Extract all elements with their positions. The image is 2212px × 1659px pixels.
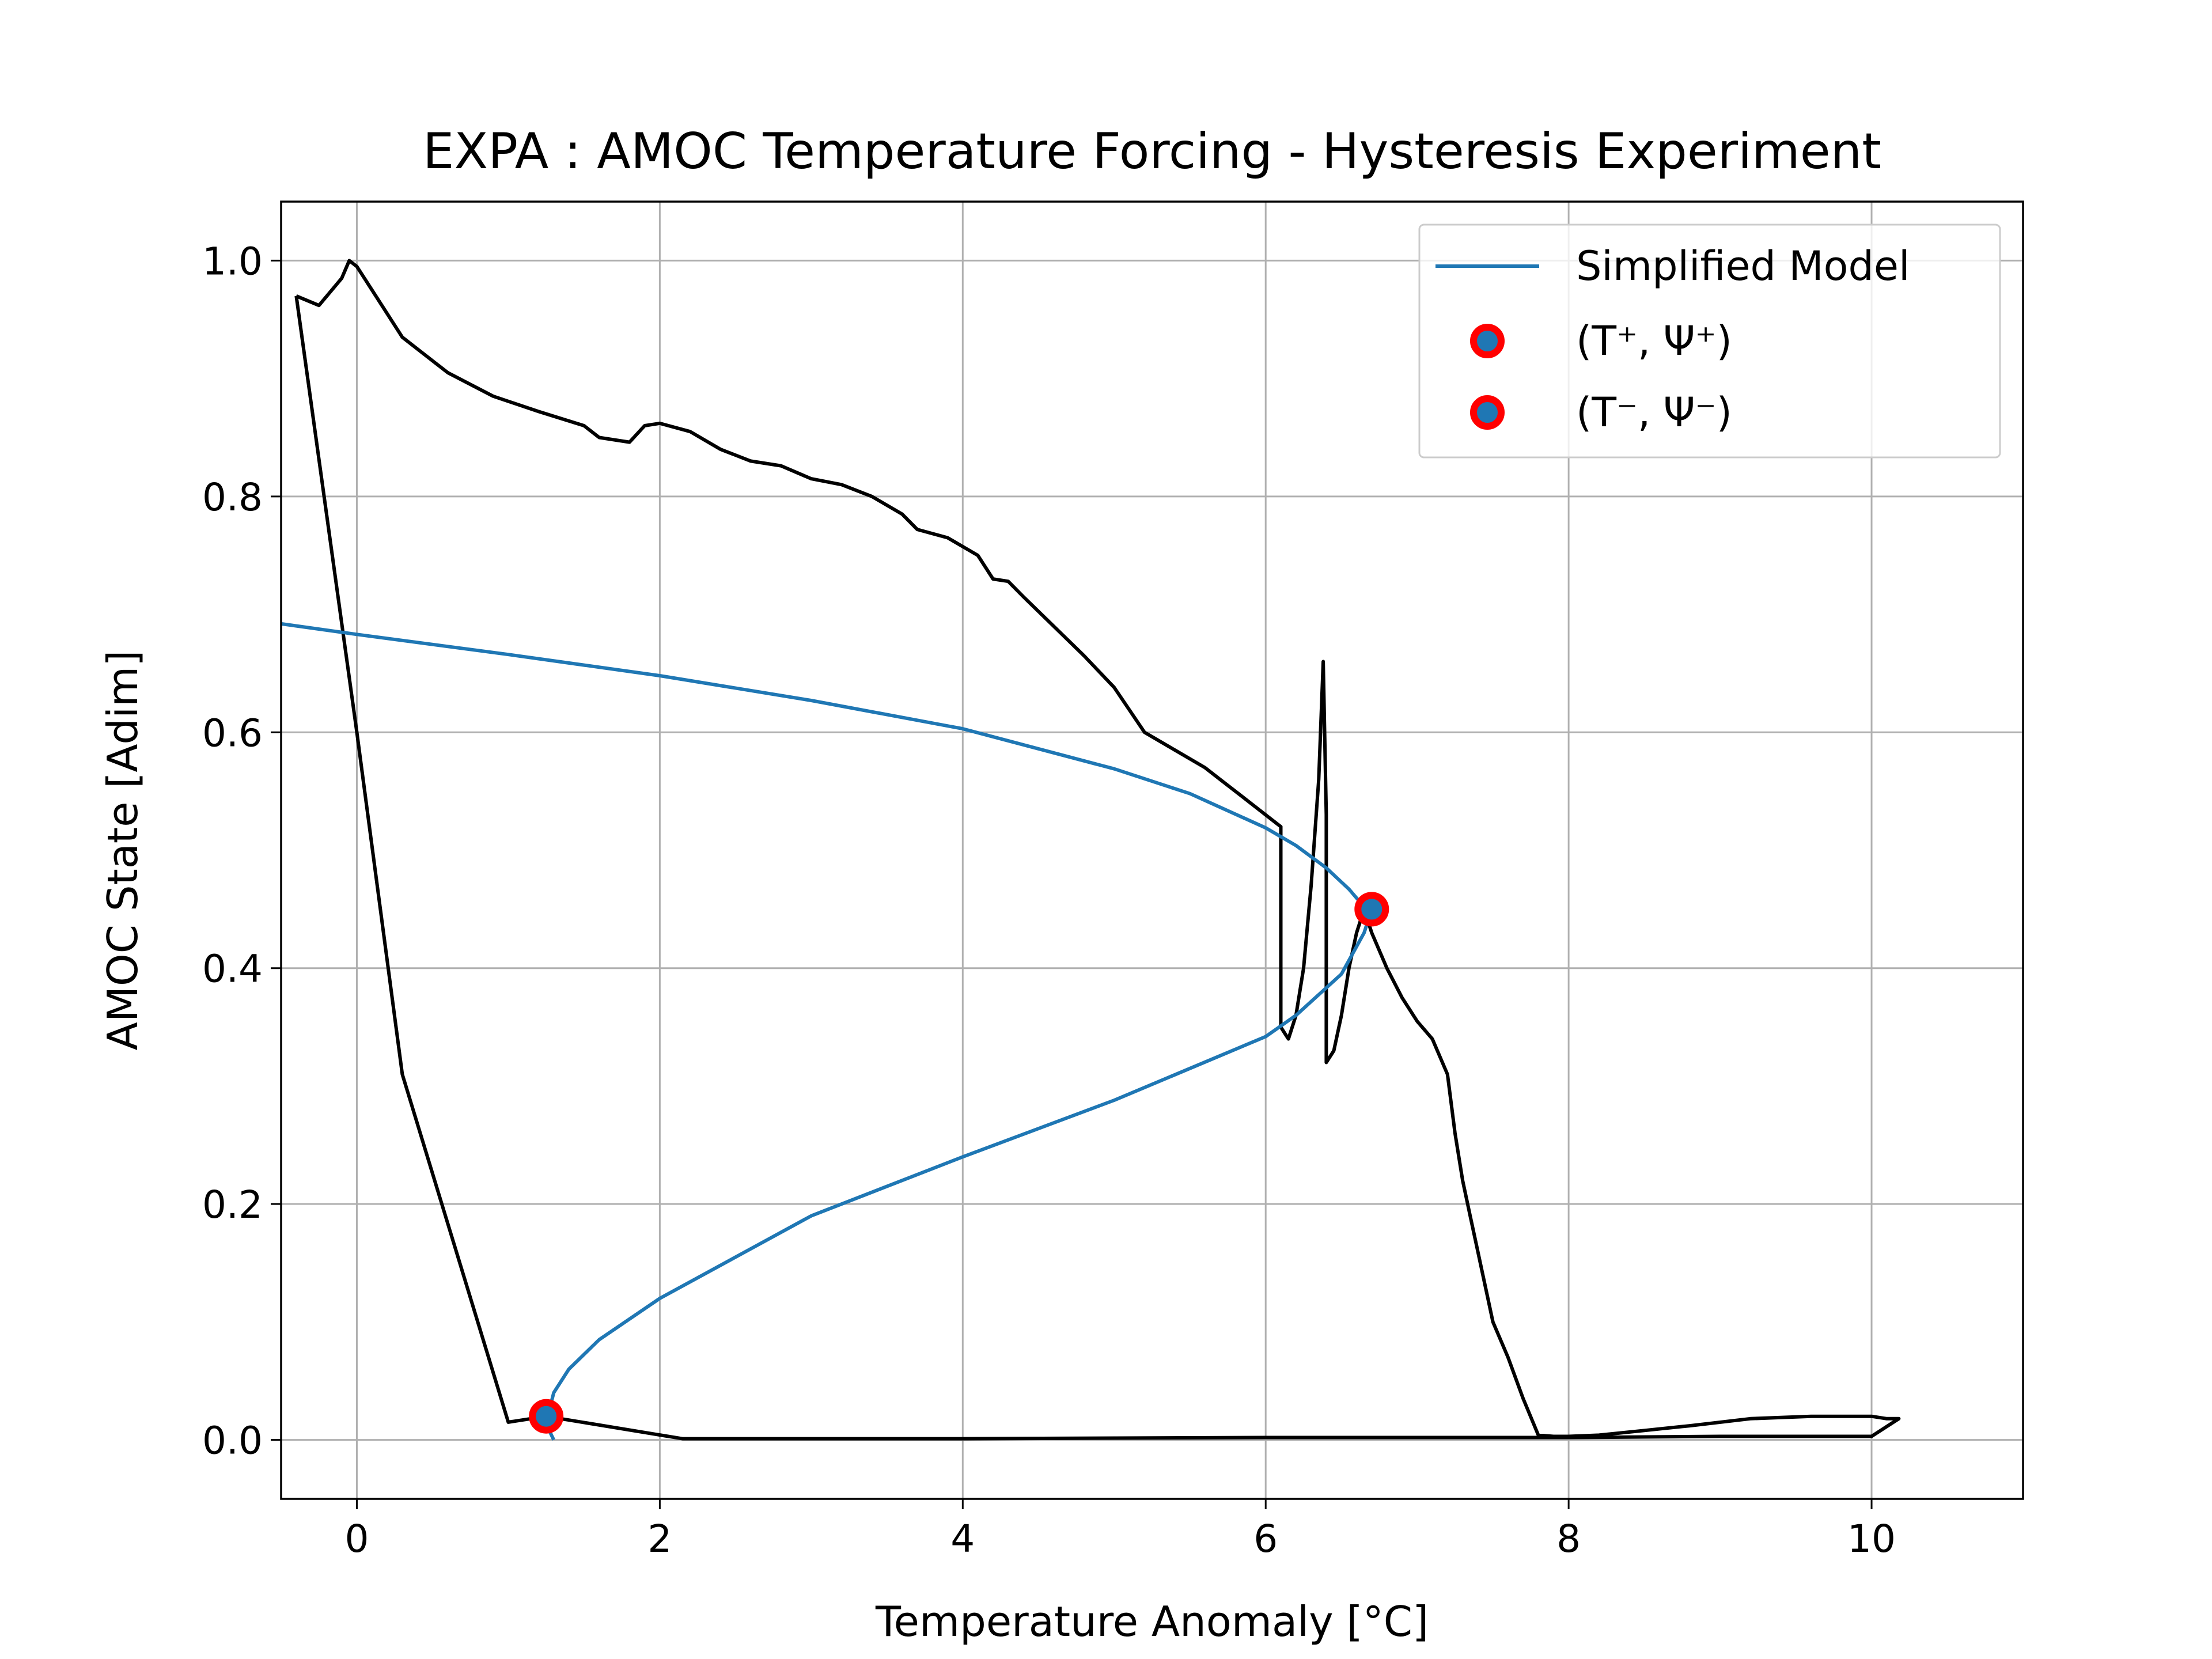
legend-marker-t-plus — [1470, 324, 1505, 358]
y-tick-label: 0.4 — [202, 947, 263, 991]
marker-t-plus-psi-plus — [1354, 892, 1389, 927]
y-tick-label: 1.0 — [202, 239, 263, 283]
x-tick-label: 6 — [1253, 1517, 1278, 1561]
y-tick-label: 0.8 — [202, 475, 263, 520]
legend-box — [1418, 224, 2001, 459]
axis-ticks: 0 2 4 6 8 10 0.0 0.2 0.4 0.6 0.8 1.0 — [202, 239, 1896, 1561]
x-tick-label: 10 — [1847, 1517, 1896, 1561]
chart-title: EXPA : AMOC Temperature Forcing - Hyster… — [423, 123, 1881, 180]
y-tick-label: 0.6 — [202, 711, 263, 755]
grid-lines — [281, 202, 2023, 1499]
x-tick-label: 4 — [950, 1517, 975, 1561]
legend-label-t-plus: (T⁺, Ψ⁺) — [1576, 317, 1732, 365]
model-upper-branch-line — [281, 622, 1373, 911]
legend-label-simplified-model: Simplified Model — [1576, 243, 1910, 290]
marker-t-minus-psi-minus — [529, 1399, 564, 1434]
x-tick-label: 2 — [647, 1517, 672, 1561]
x-tick-label: 0 — [344, 1517, 369, 1561]
plot-frame — [280, 200, 2024, 1500]
experiment-trajectory-line — [294, 259, 1901, 1441]
x-tick-label: 8 — [1556, 1517, 1581, 1561]
data-series — [281, 259, 1901, 1441]
y-axis-label: AMOC State [Adim] — [99, 650, 147, 1051]
x-axis-label: Temperature Anomaly [°C] — [875, 1597, 1429, 1646]
legend: Simplified Model (T⁺, Ψ⁺) (T⁻, Ψ⁻) — [1418, 224, 2001, 459]
y-tick-label: 0.0 — [202, 1419, 263, 1463]
legend-label-t-minus: (T⁻, Ψ⁻) — [1576, 389, 1732, 436]
y-tick-label: 0.2 — [202, 1183, 263, 1227]
legend-marker-t-minus — [1470, 395, 1505, 430]
